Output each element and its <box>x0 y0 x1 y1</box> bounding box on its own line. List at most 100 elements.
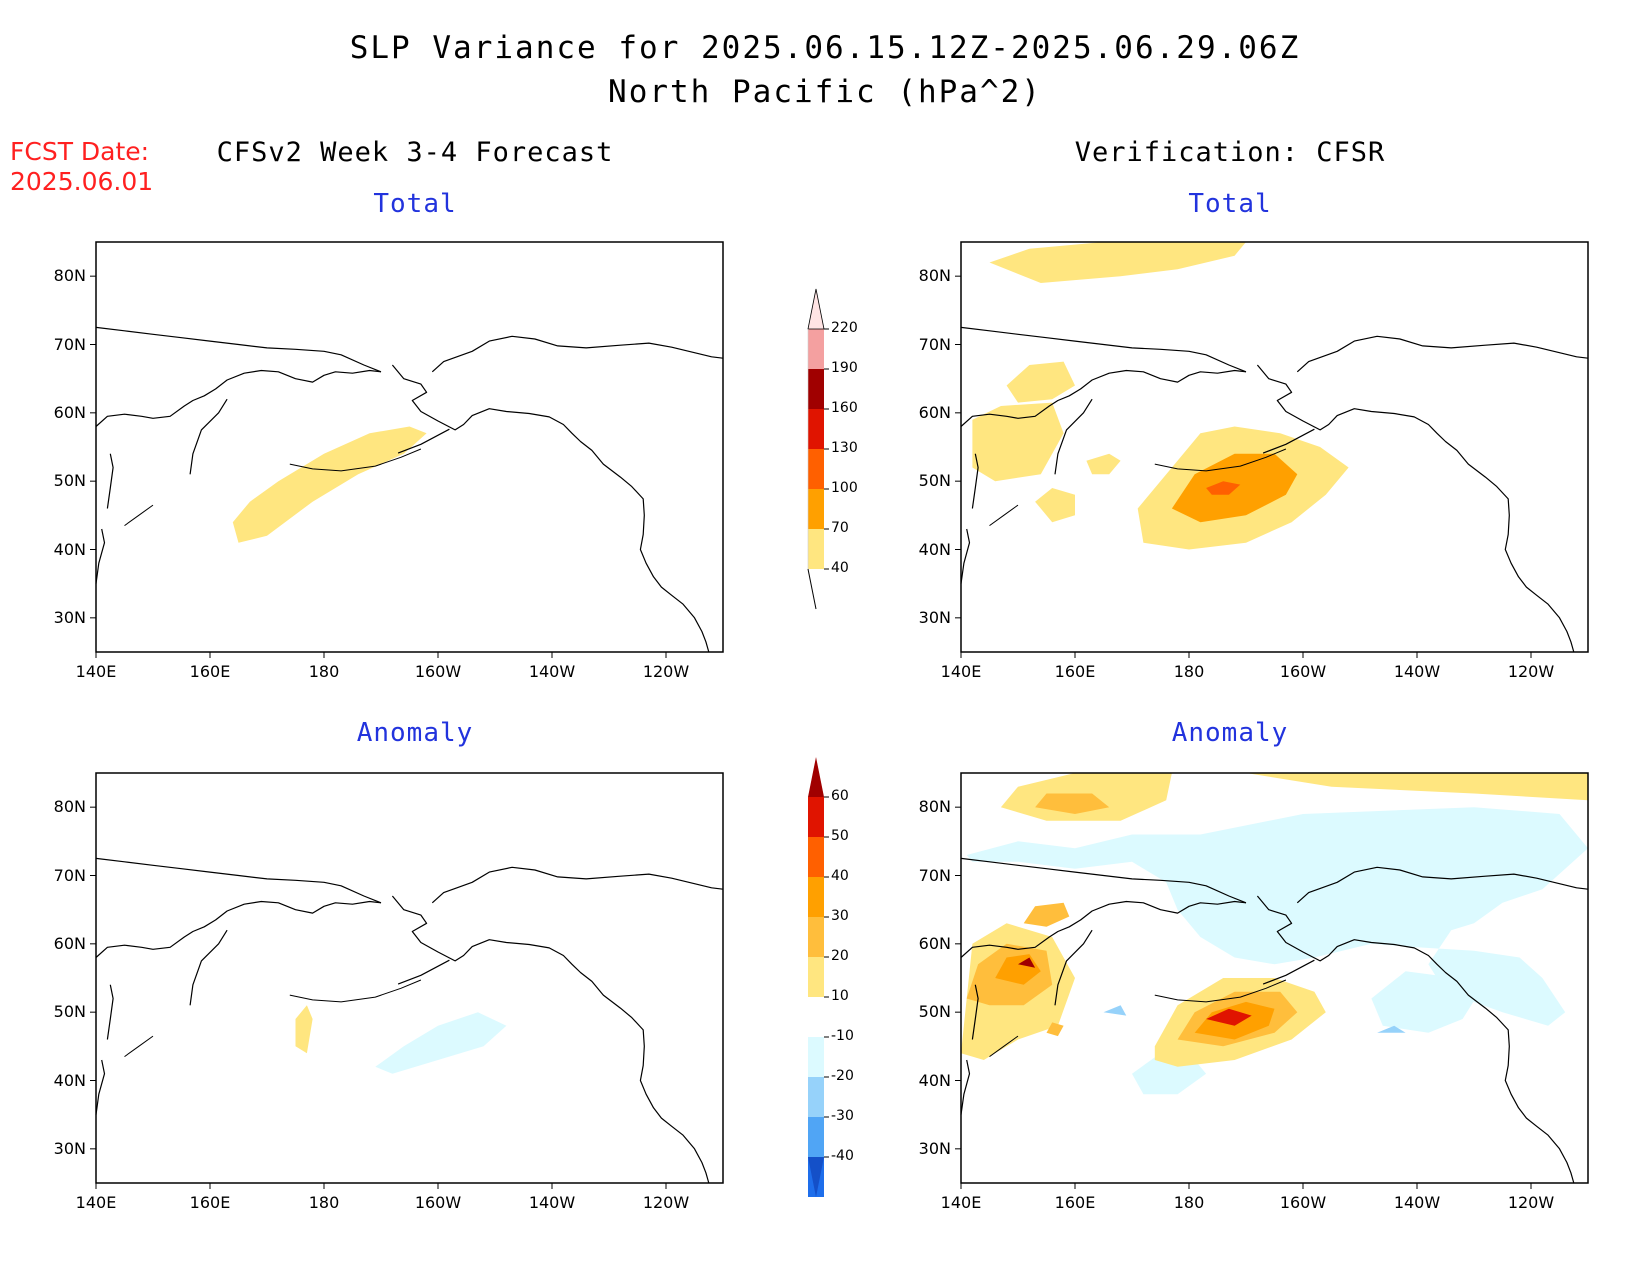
contour-fill-3 <box>1035 488 1075 523</box>
lat-tick-label: 60N <box>918 933 951 953</box>
colorbar-anomaly-box <box>808 957 824 997</box>
colorbar-anomaly-label: -20 <box>831 1068 854 1084</box>
coastline-north-america <box>1296 866 1589 904</box>
contour-fill-9 <box>1018 957 1036 968</box>
lon-tick-label: 140E <box>940 1193 982 1212</box>
coastline-kuril <box>989 1035 1019 1058</box>
colorbar-total-label: 100 <box>831 480 858 496</box>
map-frame <box>960 772 1589 1184</box>
colorbar-total-label: 190 <box>831 360 858 376</box>
map-frame <box>95 241 724 653</box>
column-header-verification: Verification: CFSR <box>1074 137 1386 168</box>
lon-tick-label: 160W <box>414 662 462 681</box>
colorbar-total-bottom-tail <box>807 568 817 610</box>
contour-fill-17 <box>1046 1022 1064 1037</box>
coastline-arctic <box>95 326 382 373</box>
coastline-alaska <box>391 895 710 1184</box>
coastline-asia <box>960 369 1247 427</box>
colorbar-total <box>807 288 829 610</box>
fcst-date-value: 2025.06.01 <box>10 167 154 196</box>
lon-tick-label: 140E <box>75 1193 117 1212</box>
contour-fill-3 <box>966 807 1588 1026</box>
lon-tick-label: 120W <box>1507 1193 1555 1212</box>
panel-title-verification-total: Total <box>1188 189 1272 219</box>
lat-tick-label: 60N <box>53 402 86 422</box>
lat-tick-label: 40N <box>53 539 86 559</box>
coastline-japan <box>95 1059 106 1115</box>
lon-tick-label: 140E <box>940 662 982 681</box>
colorbar-anomaly-box <box>808 997 824 1037</box>
coastline-japan <box>95 528 106 584</box>
colorbar-total-box <box>808 489 824 529</box>
contour-fill-2 <box>972 402 1064 482</box>
coastline-kuril <box>989 504 1019 527</box>
contour-fill-16 <box>1377 1025 1406 1033</box>
coastline-sakhalin <box>971 453 979 509</box>
colorbar-total-label: 40 <box>831 560 849 576</box>
coastline-arctic <box>960 857 1247 904</box>
lon-tick-label: 120W <box>642 662 690 681</box>
colorbar-anomaly-top-tip <box>808 757 824 797</box>
contour-fill-2 <box>1246 773 1588 801</box>
contour-fill-0 <box>295 1005 313 1054</box>
map-frame <box>960 241 1589 653</box>
colorbar-anomaly-label: -10 <box>831 1028 854 1044</box>
colorbar-total-label: 70 <box>831 520 849 536</box>
coastline-north-america <box>431 866 724 904</box>
lat-tick-label: 60N <box>918 402 951 422</box>
coastline-aleutians <box>1154 448 1287 472</box>
coastline-alaska <box>1256 895 1575 1184</box>
colorbar-anomaly-box <box>808 1077 824 1117</box>
lat-tick-label: 50N <box>918 1002 951 1022</box>
lon-tick-label: 180 <box>308 662 340 681</box>
lat-tick-label: 40N <box>918 539 951 559</box>
lon-tick-label: 140W <box>528 1193 576 1212</box>
colorbar-anomaly-label: 30 <box>831 908 849 924</box>
lat-tick-label: 50N <box>53 471 86 491</box>
lat-tick-label: 40N <box>918 1070 951 1090</box>
coastline-sakhalin <box>106 984 114 1040</box>
map-panel-verification-anomaly <box>955 772 1589 1189</box>
colorbar-total-label: 130 <box>831 440 858 456</box>
colorbar-total-box <box>808 449 824 489</box>
lat-tick-label: 70N <box>918 865 951 885</box>
coastline-kamchatka <box>1054 398 1093 475</box>
lat-tick-label: 70N <box>53 865 86 885</box>
colorbar-anomaly-box <box>808 1037 824 1077</box>
colorbar-total-box <box>808 369 824 409</box>
lat-tick-label: 80N <box>53 266 86 286</box>
lon-tick-label: 160E <box>189 662 231 681</box>
lat-tick-label: 30N <box>53 1138 86 1158</box>
lon-tick-label: 140W <box>528 662 576 681</box>
colorbar-anomaly-label: 40 <box>831 868 849 884</box>
lat-tick-label: 30N <box>918 1138 951 1158</box>
contour-fill-4 <box>1371 971 1480 1033</box>
coastline-alaska-peninsula <box>1262 959 1315 985</box>
lon-tick-label: 180 <box>308 1193 340 1212</box>
coastline-asia <box>960 900 1247 958</box>
coastline-north-america <box>1296 335 1589 373</box>
coastline-kuril <box>124 1035 154 1058</box>
coastline-aleutians <box>289 448 422 472</box>
coastline-north-america <box>431 335 724 373</box>
panel-title-verification-anomaly: Anomaly <box>1171 718 1289 748</box>
panel-title-forecast-total: Total <box>373 189 457 219</box>
colorbar-total-box <box>808 409 824 449</box>
coastline-alaska <box>1256 364 1575 653</box>
contour-fill-14 <box>1206 1008 1252 1026</box>
lat-tick-label: 60N <box>53 933 86 953</box>
coastline-alaska-peninsula <box>397 959 450 985</box>
colorbar-anomaly-box <box>808 797 824 837</box>
lon-tick-label: 120W <box>1507 662 1555 681</box>
lon-tick-label: 140W <box>1393 662 1441 681</box>
lon-tick-label: 160W <box>1279 1193 1327 1212</box>
colorbar-anomaly-label: -40 <box>831 1148 854 1164</box>
lat-tick-label: 40N <box>53 1070 86 1090</box>
contour-fill-0 <box>989 242 1246 283</box>
coastline-kamchatka <box>1054 929 1093 1006</box>
coastline-alaska-peninsula <box>1262 428 1315 454</box>
colorbar-anomaly-label: -30 <box>831 1108 854 1124</box>
lon-tick-label: 180 <box>1173 662 1205 681</box>
colorbar-total-label: 220 <box>831 320 858 336</box>
coastline-kamchatka <box>189 929 228 1006</box>
